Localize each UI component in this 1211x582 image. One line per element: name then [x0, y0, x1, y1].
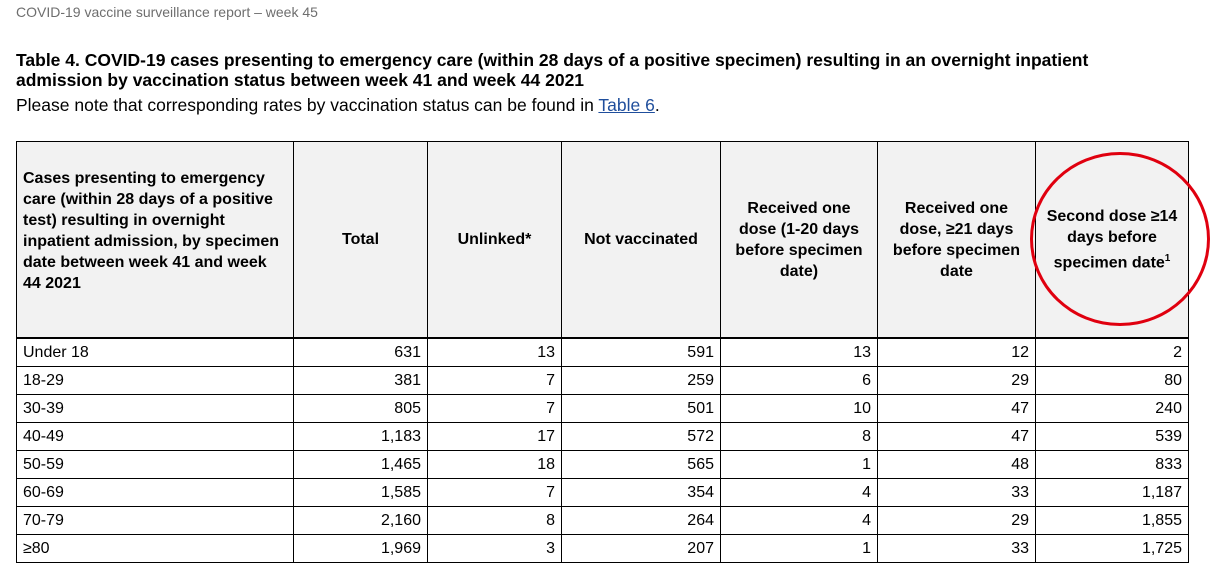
table-6-link[interactable]: Table 6 [598, 95, 655, 115]
value-cell: 29 [877, 366, 1036, 395]
row-label-cell: 40-49 [16, 422, 294, 451]
value-cell: 13 [720, 337, 878, 367]
value-cell: 1,465 [293, 450, 428, 479]
row-label-cell: 30-39 [16, 394, 294, 423]
value-cell: 7 [427, 478, 562, 507]
header-one-dose-1-20: Received one dose (1-20 days before spec… [720, 141, 878, 339]
row-label-cell: Under 18 [16, 337, 294, 367]
value-cell: 1,183 [293, 422, 428, 451]
row-label-cell: 50-59 [16, 450, 294, 479]
value-cell: 3 [427, 534, 562, 563]
report-header: COVID-19 vaccine surveillance report – w… [16, 4, 318, 20]
value-cell: 7 [427, 394, 562, 423]
header-not-vaccinated: Not vaccinated [561, 141, 721, 339]
value-cell: 1,855 [1035, 506, 1189, 535]
value-cell: 48 [877, 450, 1036, 479]
row-label-cell: 60-69 [16, 478, 294, 507]
value-cell: 12 [877, 337, 1036, 367]
value-cell: 7 [427, 366, 562, 395]
header-footnote-marker: 1 [1164, 252, 1171, 264]
value-cell: 264 [561, 506, 721, 535]
value-cell: 1 [720, 534, 878, 563]
value-cell: 259 [561, 366, 721, 395]
table-title: Table 4. COVID-19 cases presenting to em… [16, 50, 1089, 90]
header-row: Cases presenting to emergency care (with… [16, 141, 1189, 339]
table-row: 30-39 805 7 501 10 47 240 [16, 394, 1189, 423]
row-label-cell: 18-29 [16, 366, 294, 395]
value-cell: 10 [720, 394, 878, 423]
header-unlinked: Unlinked* [427, 141, 562, 339]
value-cell: 381 [293, 366, 428, 395]
value-cell: 805 [293, 394, 428, 423]
value-cell: 80 [1035, 366, 1189, 395]
value-cell: 565 [561, 450, 721, 479]
row-label-cell: 70-79 [16, 506, 294, 535]
value-cell: 833 [1035, 450, 1189, 479]
value-cell: 1,725 [1035, 534, 1189, 563]
value-cell: 1 [720, 450, 878, 479]
value-cell: 8 [720, 422, 878, 451]
value-cell: 4 [720, 506, 878, 535]
value-cell: 29 [877, 506, 1036, 535]
value-cell: 13 [427, 337, 562, 367]
value-cell: 8 [427, 506, 562, 535]
header-one-dose-21plus: Received one dose, ≥21 days before speci… [877, 141, 1036, 339]
value-cell: 354 [561, 478, 721, 507]
table-row: 50-59 1,465 18 565 1 48 833 [16, 450, 1189, 479]
value-cell: 47 [877, 422, 1036, 451]
row-label-cell: ≥80 [16, 534, 294, 563]
note-suffix: . [654, 95, 660, 115]
note-text: Please note that corresponding rates by … [16, 95, 599, 115]
table-row: 70-79 2,160 8 264 4 29 1,855 [16, 506, 1189, 535]
value-cell: 33 [877, 534, 1036, 563]
value-cell: 4 [720, 478, 878, 507]
value-cell: 2,160 [293, 506, 428, 535]
value-cell: 1,969 [293, 534, 428, 563]
header-total: Total [293, 141, 428, 339]
table-row: Under 18 631 13 591 13 12 2 [16, 337, 1189, 367]
value-cell: 501 [561, 394, 721, 423]
table-note: Please note that corresponding rates by … [16, 94, 660, 116]
table-row: 40-49 1,183 17 572 8 47 539 [16, 422, 1189, 451]
value-cell: 17 [427, 422, 562, 451]
value-cell: 18 [427, 450, 562, 479]
header-age-group: Cases presenting to emergency care (with… [16, 141, 294, 339]
value-cell: 6 [720, 366, 878, 395]
data-table: Cases presenting to emergency care (with… [16, 141, 1189, 563]
header-second-dose-label: Second dose ≥14 days before specimen dat… [1046, 207, 1178, 272]
value-cell: 591 [561, 337, 721, 367]
value-cell: 1,585 [293, 478, 428, 507]
value-cell: 2 [1035, 337, 1189, 367]
value-cell: 1,187 [1035, 478, 1189, 507]
table-row: 18-29 381 7 259 6 29 80 [16, 366, 1189, 395]
value-cell: 539 [1035, 422, 1189, 451]
value-cell: 240 [1035, 394, 1189, 423]
table-body: Under 18 631 13 591 13 12 2 18-29 381 7 259 6 29 80 30… [16, 337, 1189, 563]
value-cell: 47 [877, 394, 1036, 423]
value-cell: 572 [561, 422, 721, 451]
table-row: 60-69 1,585 7 354 4 33 1,187 [16, 478, 1189, 507]
table-row: ≥80 1,969 3 207 1 33 1,725 [16, 534, 1189, 563]
value-cell: 631 [293, 337, 428, 367]
value-cell: 33 [877, 478, 1036, 507]
header-second-dose: Second dose ≥14 days before specimen dat… [1035, 141, 1189, 339]
value-cell: 207 [561, 534, 721, 563]
